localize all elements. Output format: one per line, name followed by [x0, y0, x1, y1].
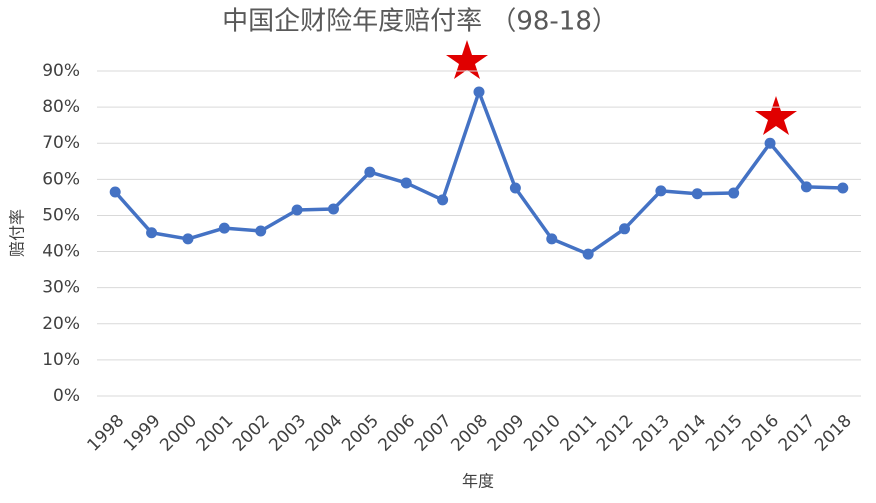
- x-tick-label: 2006: [375, 411, 420, 456]
- y-tick-label: 70%: [42, 133, 80, 153]
- point: [255, 225, 267, 237]
- y-tick-label: 10%: [42, 350, 80, 370]
- x-tick-label: 2016: [738, 411, 783, 456]
- x-tick-label: 2011: [556, 411, 601, 456]
- x-axis-title: 年度: [462, 472, 494, 491]
- point: [218, 222, 230, 234]
- y-tick-label: 80%: [42, 97, 80, 117]
- y-tick-label: 0%: [53, 386, 80, 406]
- x-tick-label: 2001: [193, 411, 238, 456]
- x-tick-label: 2018: [811, 411, 856, 456]
- x-tick-label: 2004: [302, 411, 347, 456]
- point: [327, 203, 339, 215]
- x-tick-label: 2005: [338, 411, 383, 456]
- x-tick-label: 1999: [120, 411, 165, 456]
- x-tick-label: 2015: [702, 411, 747, 456]
- point: [109, 186, 121, 198]
- x-tick-label: 2008: [447, 411, 492, 456]
- point: [728, 187, 740, 199]
- point: [837, 182, 849, 194]
- point: [655, 185, 667, 197]
- x-tick-label: 2002: [229, 411, 274, 456]
- y-tick-label: 90%: [42, 61, 80, 81]
- point: [764, 137, 776, 149]
- point: [691, 188, 703, 200]
- x-tick-label: 2003: [265, 411, 310, 456]
- point: [800, 181, 812, 193]
- y-tick-label: 60%: [42, 169, 80, 189]
- x-tick-label: 2000: [156, 411, 201, 456]
- point: [509, 182, 521, 194]
- x-tick-label: 1998: [84, 411, 129, 456]
- y-tick-label: 30%: [42, 278, 80, 298]
- point: [400, 177, 412, 189]
- x-tick-label: 2017: [775, 411, 820, 456]
- y-tick-label: 40%: [42, 242, 80, 262]
- x-tick-label: 2013: [629, 411, 674, 456]
- star: [755, 96, 797, 135]
- star: [446, 40, 488, 79]
- y-tick-label: 50%: [42, 205, 80, 225]
- point: [582, 248, 594, 260]
- point: [437, 194, 449, 206]
- x-tick-label: 2010: [520, 411, 565, 456]
- x-tick-label: 2014: [666, 411, 711, 456]
- point: [146, 227, 158, 239]
- point: [473, 86, 485, 98]
- point: [364, 166, 376, 178]
- y-tick-label: 20%: [42, 314, 80, 334]
- chart-title: 中国企财险年度赔付率 （98-18）: [222, 7, 618, 37]
- x-tick-label: 2012: [593, 411, 638, 456]
- point: [182, 233, 194, 245]
- x-tick-label: 2007: [411, 411, 456, 456]
- x-tick-label: 2009: [484, 411, 529, 456]
- point: [546, 233, 558, 245]
- point: [619, 223, 631, 235]
- y-axis-title: 赔付率: [8, 209, 27, 257]
- point: [291, 204, 303, 216]
